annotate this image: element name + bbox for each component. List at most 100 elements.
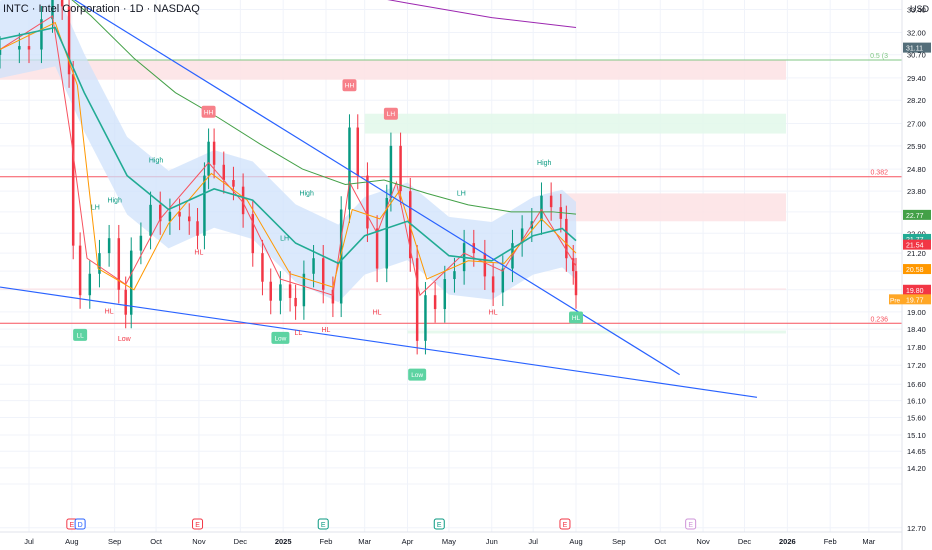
event-marker[interactable]: E — [563, 522, 568, 529]
candle-body — [279, 284, 282, 301]
candle-body — [88, 273, 92, 296]
candle-body — [60, 0, 64, 7]
price-badge: 19.77 — [906, 297, 924, 304]
y-tick-label: 25.90 — [907, 142, 926, 151]
price-badge-bg — [903, 264, 931, 275]
candle-body — [149, 204, 152, 236]
fib-level-label: 0.382 — [870, 170, 888, 177]
resistance-zone — [0, 288, 786, 290]
candle-body — [294, 297, 297, 307]
candle-body — [389, 145, 393, 198]
y-tick-label: 27.00 — [907, 120, 926, 129]
pivot-label: High — [299, 191, 314, 198]
candle-body — [572, 258, 575, 272]
y-tick-label: 17.20 — [907, 361, 926, 370]
candle-body — [51, 0, 54, 20]
candle-body — [158, 204, 162, 222]
candle-body — [27, 46, 31, 50]
pivot-badge-bg — [569, 311, 584, 324]
candle-body — [321, 258, 325, 290]
event-marker-bg[interactable] — [192, 518, 204, 530]
pivot-badge: LH — [387, 111, 396, 118]
x-tick-label: Jul — [528, 537, 538, 546]
ema_slow-line — [71, 0, 577, 215]
price-badge-bg — [903, 42, 931, 53]
pivot-badge-bg — [342, 79, 357, 92]
pivot-label: LH — [91, 204, 100, 211]
candle-body — [385, 197, 389, 269]
candle-body — [232, 180, 235, 187]
event-marker[interactable]: D — [78, 522, 83, 529]
candle-body — [453, 271, 456, 280]
trendline-upper — [73, 0, 680, 376]
candle-body — [261, 253, 264, 282]
currency-label: USD — [910, 4, 930, 14]
ema-band — [0, 0, 577, 303]
y-tick-label: 24.80 — [907, 165, 926, 174]
price-badge: 20.58 — [906, 267, 924, 274]
candle-body — [302, 273, 306, 307]
support-zone — [364, 113, 786, 134]
pivot-badge: HH — [345, 83, 355, 90]
candle-body — [196, 221, 199, 236]
y-tick-label: 29.40 — [907, 74, 926, 83]
pivot-label: LL — [294, 330, 302, 337]
event-marker[interactable]: E — [437, 522, 442, 529]
candle-body — [443, 279, 447, 310]
candle-body — [78, 245, 82, 296]
candle-body — [491, 276, 495, 293]
chart-title: INTC · Intel Corporation · 1D · NASDAQ — [3, 3, 200, 15]
pivot-badge: HL — [572, 315, 581, 322]
candle-body — [399, 145, 402, 192]
y-tick-label: 12.70 — [907, 524, 926, 533]
x-tick-label: Nov — [192, 537, 206, 546]
pivot-label: High — [537, 160, 552, 167]
candle-body — [574, 271, 578, 296]
candle-body — [520, 228, 524, 244]
x-tick-label: Feb — [320, 537, 333, 546]
candle-body — [540, 195, 543, 222]
pivot-badge: LL — [76, 332, 84, 339]
pivot-badge-bg — [201, 105, 216, 118]
pivot-label: LH — [457, 191, 466, 198]
x-tick-label: Dec — [738, 537, 752, 546]
pivot-badge-bg — [383, 107, 398, 120]
y-tick-label: 19.00 — [907, 308, 926, 317]
x-tick-label: Feb — [824, 537, 837, 546]
event-marker[interactable]: E — [195, 522, 200, 529]
candle-body — [117, 238, 121, 290]
y-tick-label: 16.10 — [907, 397, 926, 406]
event-marker-bg[interactable] — [559, 518, 571, 530]
pivot-label: HL — [489, 310, 498, 317]
fib-level-label: 0.236 — [870, 316, 888, 323]
event-marker-bg[interactable] — [433, 518, 445, 530]
pivot-label: High — [107, 198, 122, 205]
pivot-badge: Low — [274, 335, 286, 342]
event-marker-bg[interactable] — [74, 518, 86, 530]
event-marker[interactable]: E — [688, 522, 693, 529]
candle-body — [375, 228, 379, 269]
event-marker[interactable]: E — [69, 522, 74, 529]
y-tick-label: 28.20 — [907, 96, 926, 105]
y-tick-label: 17.80 — [907, 343, 926, 352]
x-tick-label: Apr — [402, 537, 414, 546]
candle-body — [288, 284, 292, 298]
event-marker-bg[interactable] — [317, 518, 329, 530]
y-tick-label: 18.40 — [907, 325, 926, 334]
candle-body — [472, 243, 476, 254]
x-tick-label: May — [442, 537, 456, 546]
candle-body — [178, 211, 181, 217]
event-marker[interactable]: E — [321, 522, 326, 529]
candle-body — [501, 268, 505, 293]
price-badge: 21.54 — [906, 243, 924, 250]
pivot-label: HL — [194, 249, 203, 256]
x-tick-label: Mar — [358, 537, 371, 546]
candle-body — [98, 253, 101, 274]
candle-body — [415, 258, 419, 341]
candle-body — [366, 175, 369, 229]
candle-body — [356, 127, 360, 176]
event-marker-bg[interactable] — [685, 518, 697, 530]
candle-body — [40, 19, 43, 50]
